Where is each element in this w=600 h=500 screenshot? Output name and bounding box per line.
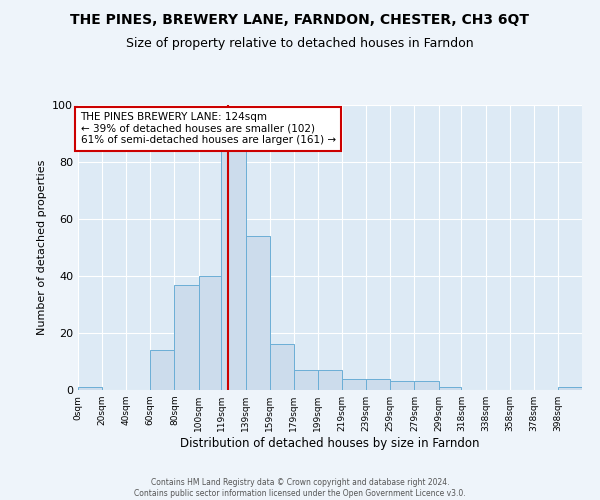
Bar [175,284,199,390]
Bar [318,370,342,390]
Bar [245,236,270,390]
Bar [270,344,294,390]
Bar [294,370,318,390]
Bar [390,382,415,390]
Bar [342,378,366,390]
Text: Contains HM Land Registry data © Crown copyright and database right 2024.
Contai: Contains HM Land Registry data © Crown c… [134,478,466,498]
Bar [78,387,102,390]
Bar [151,350,175,390]
Bar [199,276,221,390]
Y-axis label: Number of detached properties: Number of detached properties [37,160,47,335]
Bar [221,150,245,390]
Bar [366,378,390,390]
Bar [439,387,461,390]
Bar [558,387,582,390]
Bar [415,382,439,390]
X-axis label: Distribution of detached houses by size in Farndon: Distribution of detached houses by size … [180,437,480,450]
Text: Size of property relative to detached houses in Farndon: Size of property relative to detached ho… [126,38,474,51]
Text: THE PINES BREWERY LANE: 124sqm
← 39% of detached houses are smaller (102)
61% of: THE PINES BREWERY LANE: 124sqm ← 39% of … [80,112,335,146]
Text: THE PINES, BREWERY LANE, FARNDON, CHESTER, CH3 6QT: THE PINES, BREWERY LANE, FARNDON, CHESTE… [71,12,530,26]
